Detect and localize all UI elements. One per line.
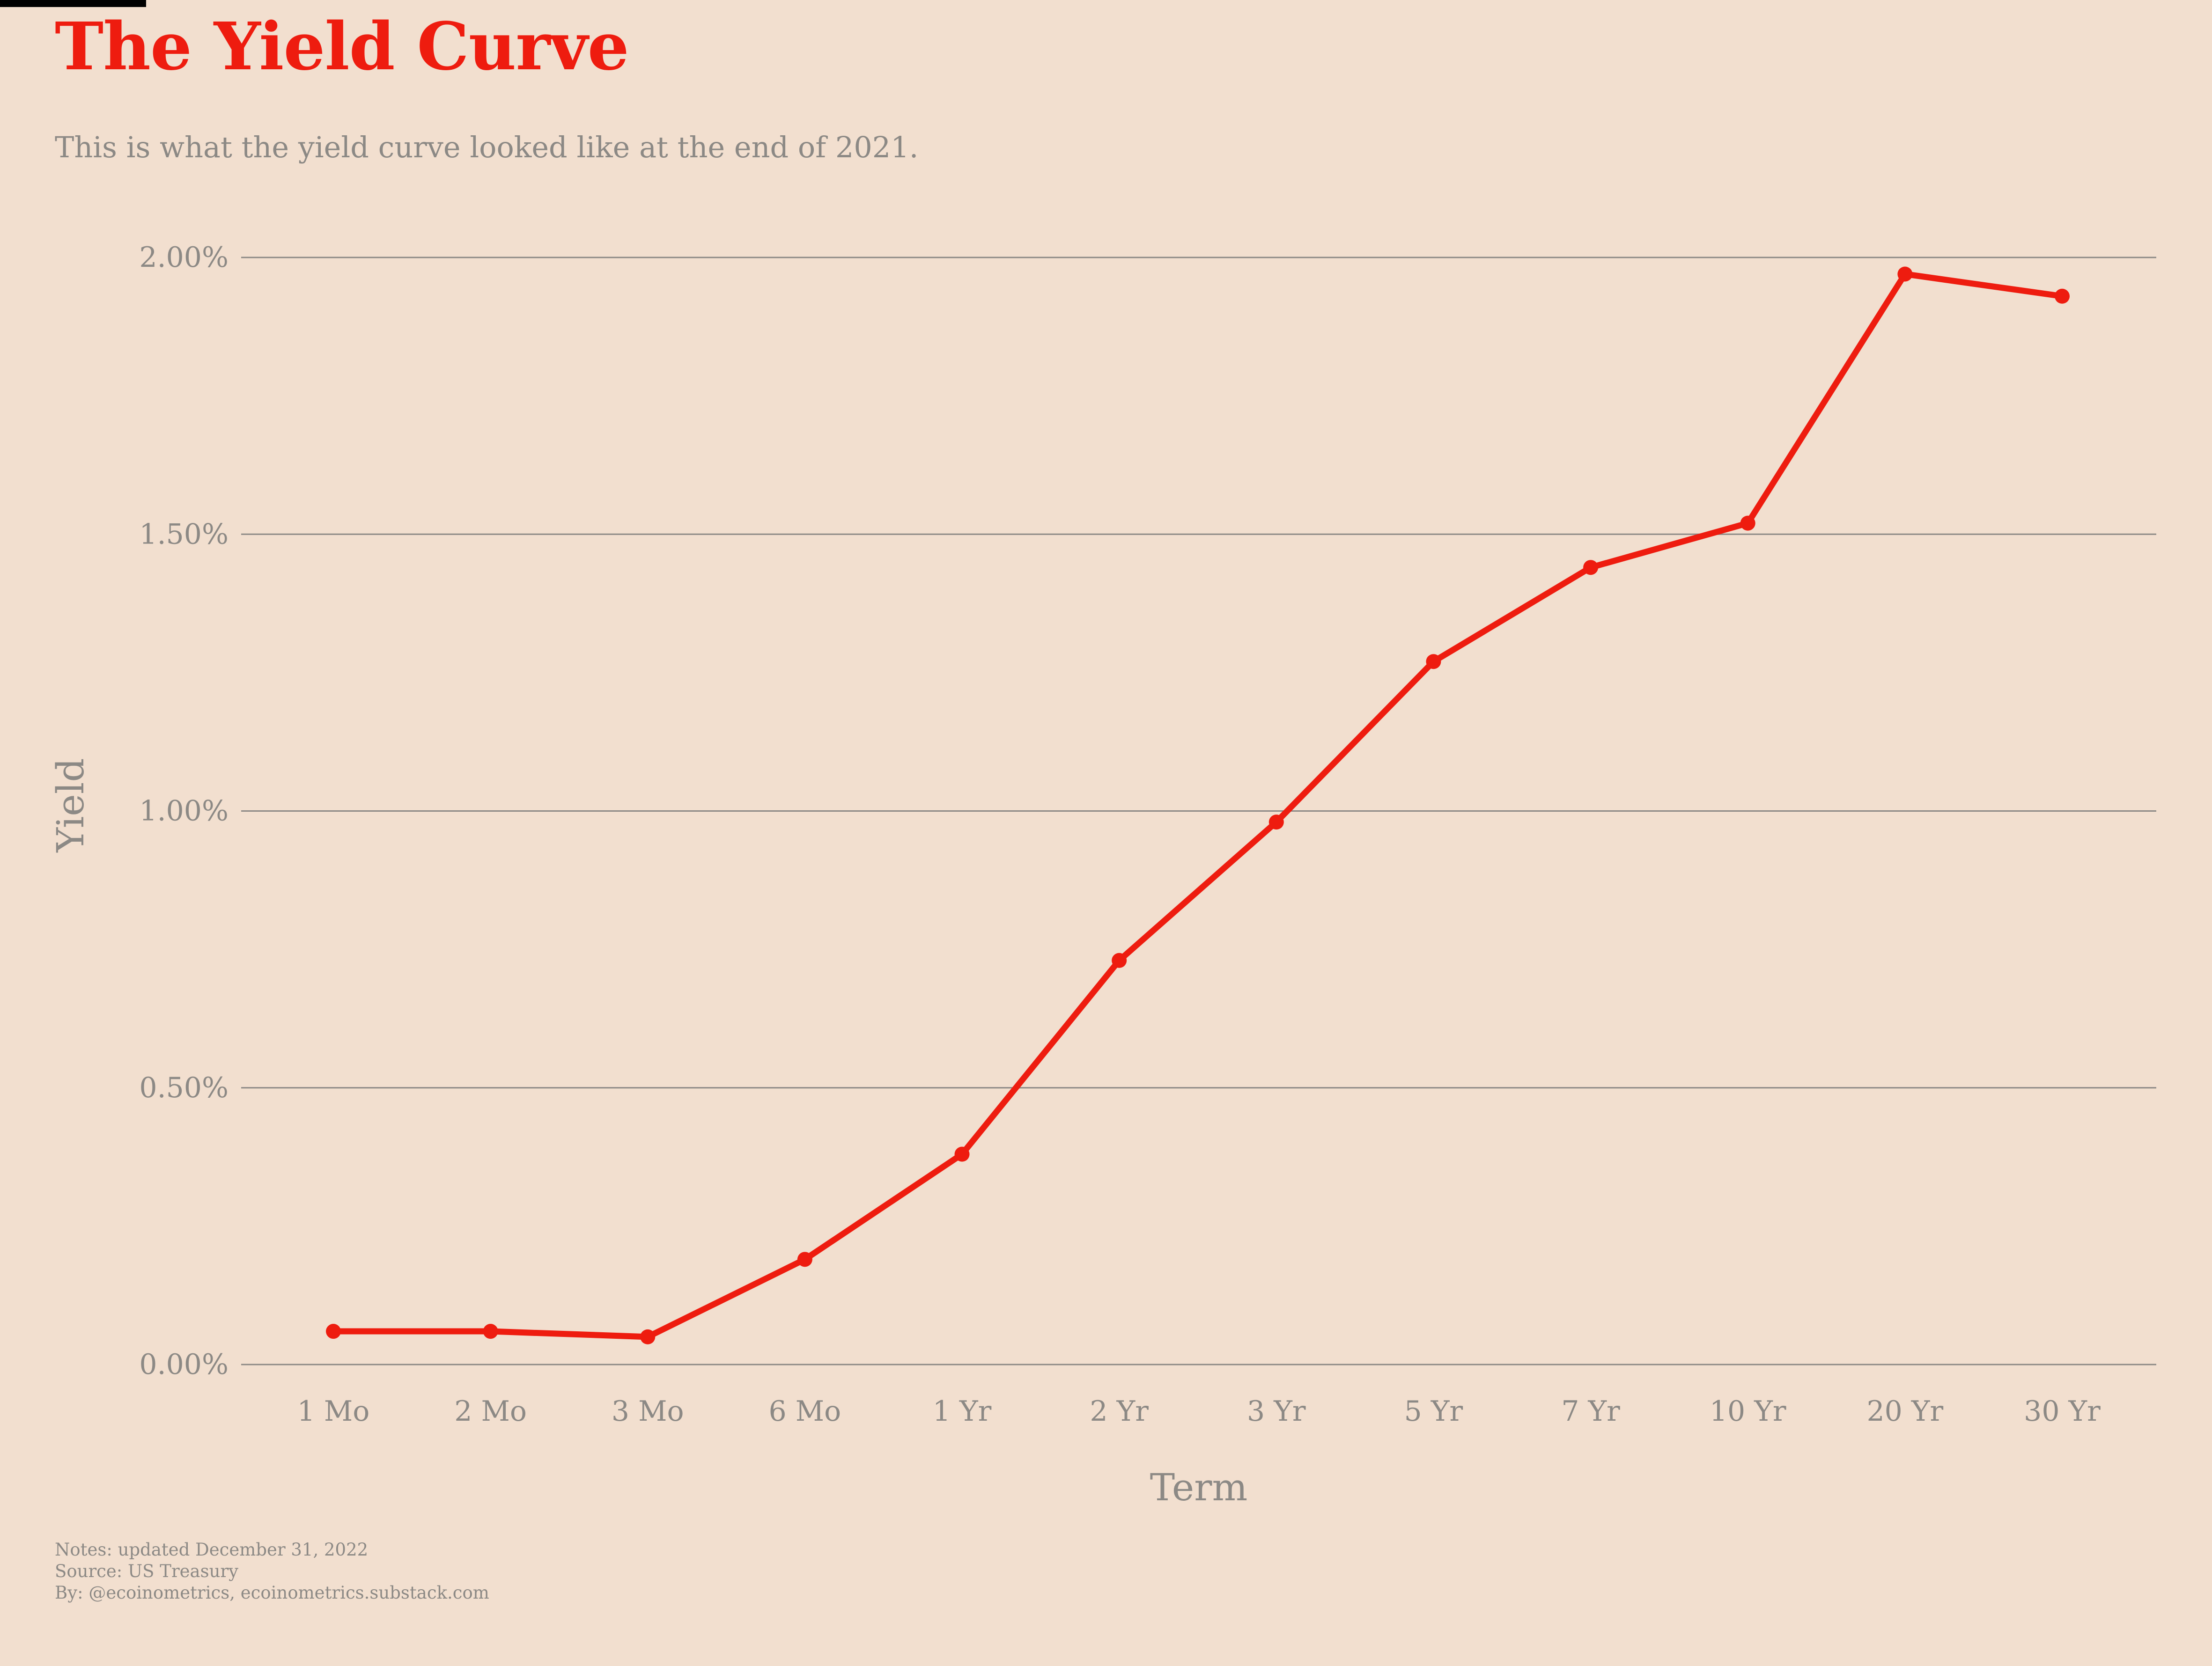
data-point (326, 1324, 341, 1339)
y-tick-label: 0.50% (139, 1072, 229, 1104)
x-axis-label: Term (1150, 1466, 1248, 1509)
y-tick-label: 0.00% (139, 1348, 229, 1381)
chart-subtitle: This is what the yield curve looked like… (55, 130, 919, 164)
source-line: Source: US Treasury (55, 1561, 239, 1581)
data-point (797, 1252, 812, 1267)
data-point (1897, 266, 1913, 282)
data-point (483, 1324, 498, 1339)
x-tick-label: 7 Yr (1561, 1395, 1620, 1428)
data-point (2055, 288, 2070, 304)
x-tick-label: 2 Mo (454, 1395, 527, 1428)
y-axis-label: Yield (49, 758, 92, 852)
footer-notes: Notes: updated December 31, 2022 Source:… (55, 1539, 489, 1604)
top-accent-bar (0, 0, 146, 7)
byline: By: @ecoinometrics, ecoinometrics.substa… (55, 1583, 489, 1603)
x-tick-label: 2 Yr (1090, 1395, 1149, 1428)
x-tick-label: 30 Yr (2024, 1395, 2101, 1428)
x-tick-label: 20 Yr (1867, 1395, 1944, 1428)
data-point (1583, 560, 1599, 575)
x-tick-label: 5 Yr (1404, 1395, 1463, 1428)
x-tick-label: 6 Mo (769, 1395, 841, 1428)
y-tick-label: 2.00% (139, 241, 229, 274)
data-point (640, 1329, 656, 1344)
y-tick-label: 1.50% (139, 518, 229, 550)
x-tick-label: 1 Yr (933, 1395, 992, 1428)
x-tick-label: 3 Yr (1247, 1395, 1306, 1428)
y-tick-label: 1.00% (139, 795, 229, 828)
data-point (1740, 515, 1755, 531)
data-point (1268, 815, 1284, 830)
series-line (330, 271, 2065, 1340)
data-point (954, 1146, 970, 1162)
data-point (1426, 654, 1441, 669)
x-tick-label: 1 Mo (297, 1395, 370, 1428)
notes-line: Notes: updated December 31, 2022 (55, 1540, 369, 1560)
chart-title: The Yield Curve (55, 8, 629, 85)
x-tick-label: 10 Yr (1710, 1395, 1786, 1428)
x-tick-label: 3 Mo (612, 1395, 684, 1428)
data-point (1112, 953, 1127, 968)
